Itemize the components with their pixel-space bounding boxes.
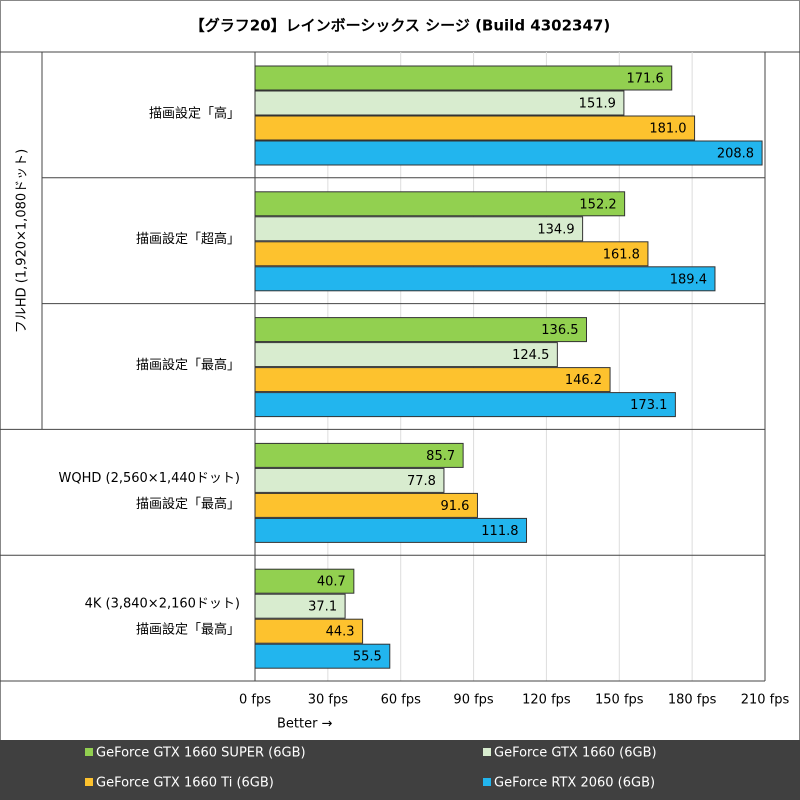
category-label: 描画設定「超高」 <box>136 231 240 247</box>
bar <box>254 65 673 91</box>
bar <box>254 266 716 292</box>
value-label: 85.7 <box>426 449 455 464</box>
legend-swatch <box>85 748 93 756</box>
value-label: 173.1 <box>630 398 667 413</box>
value-label: 44.3 <box>326 625 355 640</box>
value-label: 146.2 <box>565 373 602 388</box>
bar <box>254 191 626 217</box>
value-label: 208.8 <box>717 147 754 162</box>
x-tick-label: 90 fps <box>453 693 494 708</box>
bar <box>254 618 364 644</box>
value-label: 189.4 <box>670 272 707 287</box>
x-tick-label: 210 fps <box>741 693 790 708</box>
bar <box>254 568 355 594</box>
value-label: 161.8 <box>603 247 640 262</box>
x-tick-label: 30 fps <box>308 693 349 708</box>
bar <box>254 367 611 393</box>
value-label: 91.6 <box>441 499 470 514</box>
x-axis-label: Better → <box>277 717 333 732</box>
bar <box>254 241 649 267</box>
bar <box>254 442 464 468</box>
legend-text: GeForce RTX 2060 (6GB) <box>494 776 655 791</box>
legend-text: GeForce GTX 1660 Ti (6GB) <box>96 776 274 791</box>
value-label: 181.0 <box>649 122 686 137</box>
bar <box>254 643 391 669</box>
bar <box>254 317 587 343</box>
value-label: 77.8 <box>407 474 436 489</box>
x-tick-label: 180 fps <box>668 693 717 708</box>
value-label: 111.8 <box>481 524 518 539</box>
category-label: 描画設定「高」 <box>149 105 240 121</box>
legend-swatch <box>483 778 491 786</box>
bar <box>254 593 346 619</box>
value-label: 171.6 <box>627 72 664 87</box>
legend-text: GeForce GTX 1660 SUPER (6GB) <box>96 746 306 761</box>
category-label: WQHD (2,560×1,440ドット) <box>59 471 240 486</box>
value-label: 151.9 <box>579 97 616 112</box>
value-label: 136.5 <box>541 323 578 338</box>
x-tick-label: 0 fps <box>239 693 271 708</box>
bar <box>254 342 558 368</box>
legend-background <box>0 740 800 800</box>
legend-swatch <box>85 778 93 786</box>
value-label: 37.1 <box>308 600 337 615</box>
legend-text: GeForce GTX 1660 (6GB) <box>494 746 657 761</box>
x-tick-label: 120 fps <box>522 693 571 708</box>
bar <box>254 492 478 518</box>
value-label: 55.5 <box>353 650 382 665</box>
category-label: 4K (3,840×2,160ドット) <box>85 597 240 612</box>
legend-swatch <box>483 748 491 756</box>
bar <box>254 140 763 166</box>
bar <box>254 90 625 116</box>
category-label: 描画設定「最高」 <box>136 496 240 512</box>
chart-title: 【グラフ20】レインボーシックス シージ (Build 4302347) <box>190 17 610 35</box>
value-label: 152.2 <box>579 197 616 212</box>
x-tick-label: 60 fps <box>381 693 422 708</box>
bar <box>254 392 676 418</box>
category-label: 描画設定「最高」 <box>136 622 240 638</box>
bar <box>254 216 584 242</box>
value-label: 40.7 <box>317 575 346 590</box>
super-category-label: フルHD (1,920×1,080ドット) <box>15 149 30 333</box>
bar <box>254 467 445 493</box>
bar <box>254 115 696 141</box>
bar <box>254 517 528 543</box>
category-label: 描画設定「最高」 <box>136 357 240 373</box>
value-label: 124.5 <box>512 348 549 363</box>
x-tick-label: 150 fps <box>595 693 644 708</box>
value-label: 134.9 <box>537 222 574 237</box>
